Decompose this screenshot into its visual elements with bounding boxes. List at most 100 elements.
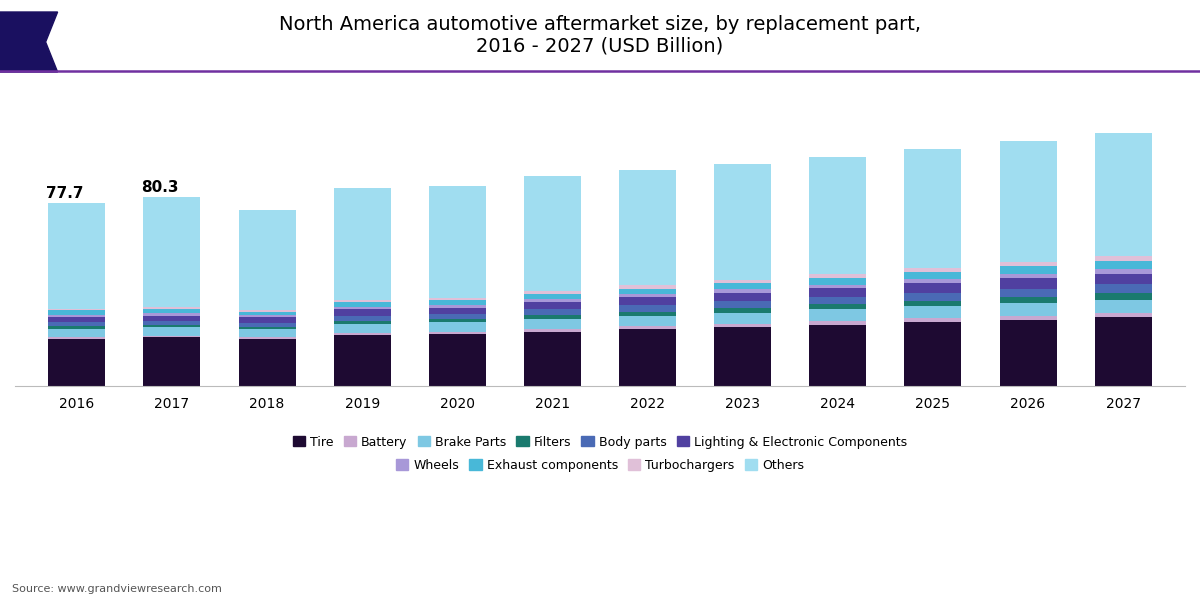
Bar bbox=[1094, 269, 1152, 274]
Bar bbox=[334, 307, 391, 310]
Bar bbox=[48, 329, 106, 337]
Bar bbox=[239, 337, 295, 338]
Bar bbox=[1094, 261, 1152, 269]
Bar bbox=[524, 291, 581, 294]
Bar bbox=[334, 316, 391, 321]
Bar bbox=[905, 279, 961, 283]
Bar bbox=[714, 308, 772, 313]
Bar bbox=[48, 309, 106, 310]
Bar bbox=[1094, 274, 1152, 284]
Title: North America automotive aftermarket size, by replacement part,
2016 - 2027 (USD: North America automotive aftermarket siz… bbox=[278, 15, 922, 56]
Bar bbox=[619, 329, 676, 386]
Text: Source: www.grandviewresearch.com: Source: www.grandviewresearch.com bbox=[12, 584, 222, 594]
Bar bbox=[809, 325, 866, 386]
Bar bbox=[905, 322, 961, 386]
Bar bbox=[1094, 313, 1152, 317]
Bar bbox=[1094, 299, 1152, 313]
Bar bbox=[144, 337, 200, 386]
Bar bbox=[1094, 284, 1152, 293]
Bar bbox=[144, 321, 200, 325]
Bar bbox=[1000, 297, 1056, 303]
Bar bbox=[428, 305, 486, 308]
Bar bbox=[1000, 141, 1056, 262]
Bar bbox=[144, 307, 200, 309]
Bar bbox=[239, 310, 295, 311]
Bar bbox=[524, 310, 581, 316]
Bar bbox=[809, 288, 866, 297]
Bar bbox=[905, 293, 961, 301]
Bar bbox=[334, 324, 391, 333]
Bar bbox=[714, 327, 772, 386]
Bar bbox=[809, 274, 866, 278]
Bar bbox=[905, 272, 961, 279]
Bar bbox=[144, 309, 200, 313]
Bar bbox=[809, 309, 866, 321]
Bar bbox=[48, 314, 106, 317]
Bar bbox=[334, 310, 391, 316]
Bar bbox=[48, 326, 106, 329]
Bar bbox=[428, 308, 486, 314]
Legend: Wheels, Exhaust components, Turbochargers, Others: Wheels, Exhaust components, Turbocharger… bbox=[391, 454, 809, 477]
Bar bbox=[334, 188, 391, 300]
Bar bbox=[809, 304, 866, 309]
Bar bbox=[905, 306, 961, 319]
Bar bbox=[48, 322, 106, 326]
Text: 77.7: 77.7 bbox=[47, 186, 84, 201]
Bar bbox=[239, 329, 295, 337]
Bar bbox=[524, 176, 581, 291]
Bar bbox=[428, 298, 486, 300]
Bar bbox=[428, 185, 486, 298]
Bar bbox=[524, 294, 581, 299]
Bar bbox=[1094, 293, 1152, 299]
Bar bbox=[619, 316, 676, 326]
Bar bbox=[144, 197, 200, 307]
Bar bbox=[144, 316, 200, 321]
Bar bbox=[1094, 256, 1152, 261]
Bar bbox=[1000, 266, 1056, 274]
Bar bbox=[1000, 320, 1056, 386]
Bar bbox=[428, 314, 486, 319]
Bar bbox=[48, 337, 106, 338]
Bar bbox=[905, 149, 961, 268]
Bar bbox=[1000, 289, 1056, 297]
Bar bbox=[48, 310, 106, 314]
Bar bbox=[428, 334, 486, 386]
Bar bbox=[905, 319, 961, 322]
Bar bbox=[239, 211, 295, 310]
Bar bbox=[1000, 316, 1056, 320]
Bar bbox=[239, 317, 295, 323]
Bar bbox=[334, 321, 391, 324]
Bar bbox=[905, 268, 961, 272]
Bar bbox=[239, 338, 295, 386]
Bar bbox=[714, 164, 772, 280]
Bar bbox=[809, 284, 866, 288]
Bar bbox=[714, 283, 772, 289]
Bar bbox=[809, 157, 866, 274]
Bar bbox=[619, 286, 676, 289]
Bar bbox=[334, 300, 391, 302]
Bar bbox=[809, 297, 866, 304]
Bar bbox=[239, 316, 295, 317]
Bar bbox=[144, 325, 200, 328]
Bar bbox=[334, 302, 391, 307]
Bar bbox=[809, 278, 866, 284]
Bar bbox=[714, 289, 772, 293]
Bar bbox=[1000, 274, 1056, 278]
Bar bbox=[144, 313, 200, 316]
Bar bbox=[714, 293, 772, 301]
Bar bbox=[524, 316, 581, 319]
Bar bbox=[1000, 262, 1056, 266]
Bar bbox=[619, 326, 676, 329]
Bar bbox=[809, 321, 866, 325]
Bar bbox=[714, 323, 772, 327]
Bar bbox=[619, 311, 676, 316]
Bar bbox=[714, 280, 772, 283]
Bar bbox=[619, 294, 676, 298]
Bar bbox=[905, 301, 961, 306]
Bar bbox=[905, 283, 961, 293]
Bar bbox=[619, 170, 676, 286]
Bar bbox=[48, 338, 106, 386]
Bar bbox=[48, 317, 106, 322]
Bar bbox=[1094, 133, 1152, 256]
Bar bbox=[1094, 317, 1152, 386]
